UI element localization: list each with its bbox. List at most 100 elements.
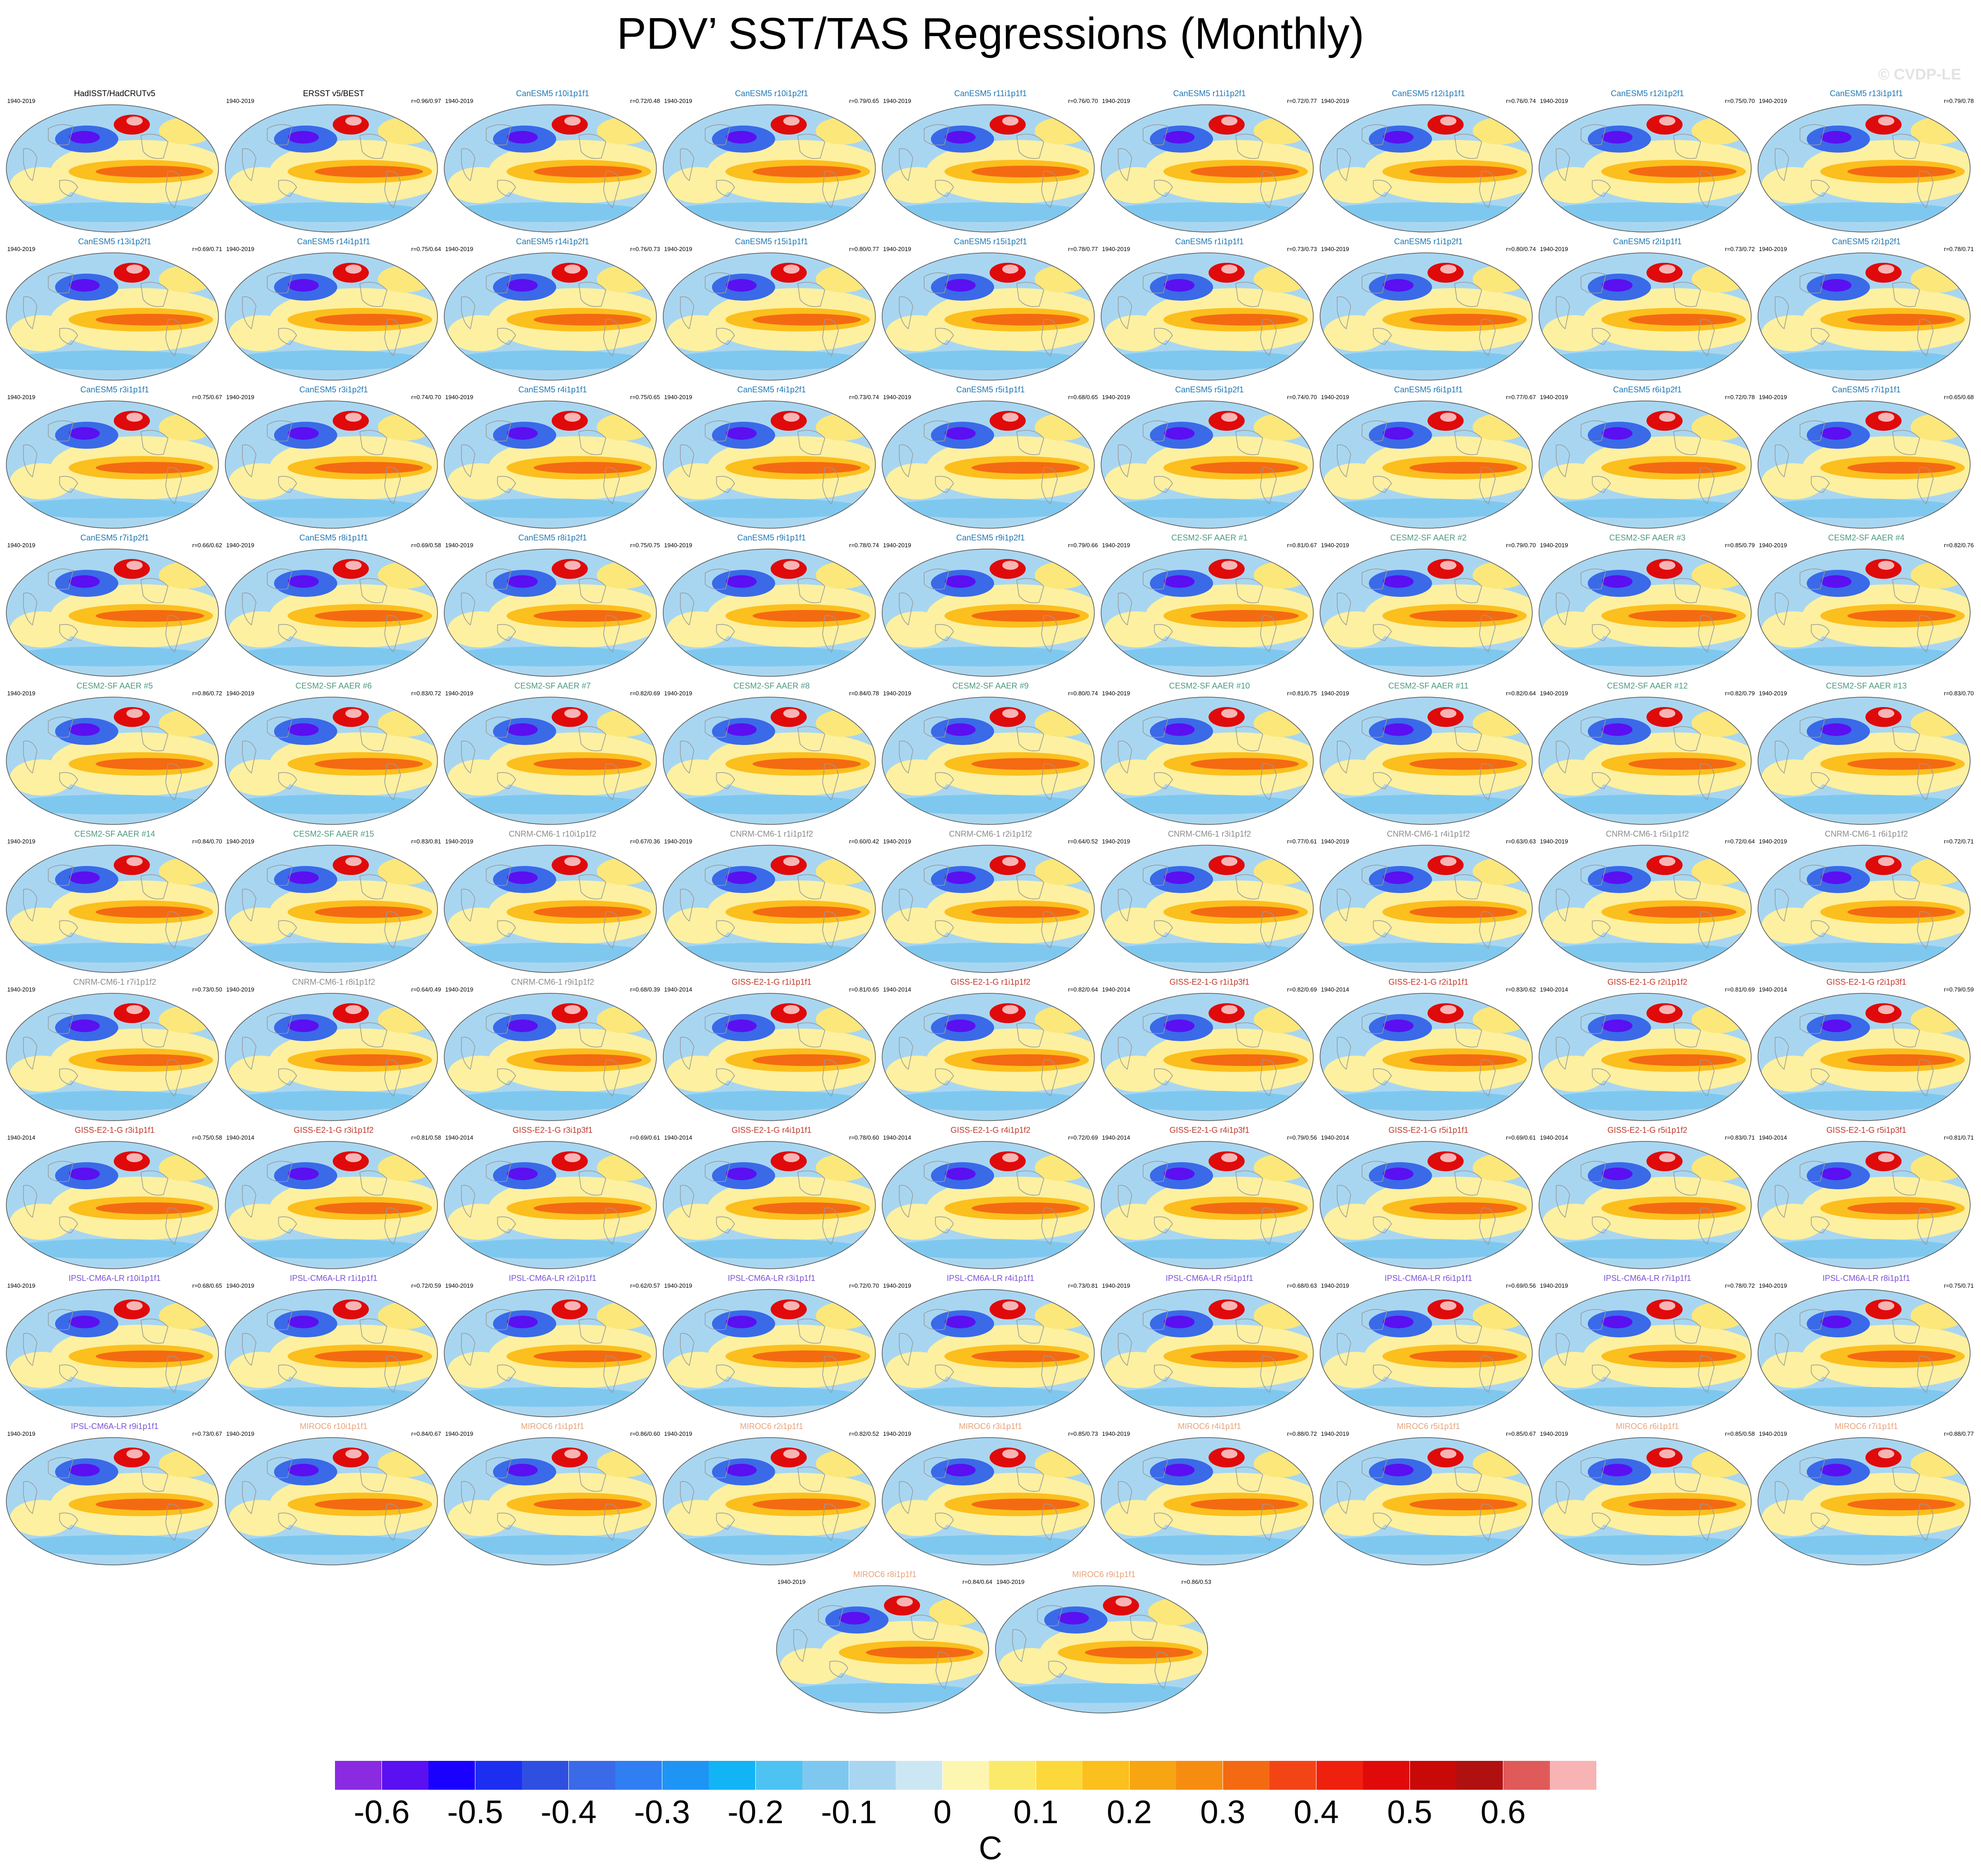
panel-pattern-correlation: r=0.78/0.74: [849, 542, 879, 549]
regression-map: [663, 1289, 876, 1417]
regression-map: [6, 845, 219, 973]
regression-map: [6, 1141, 219, 1269]
colorbar-tick-label: 0.4: [1293, 1794, 1339, 1830]
panel-years: 1940-2014: [1759, 1134, 1787, 1141]
map-panel: MIROC6 r2i1p1f1 1940-2019 r=0.82/0.52: [662, 1421, 881, 1569]
map-panel: MIROC6 r7i1p1f1 1940-2019 r=0.88/0.77: [1757, 1421, 1976, 1569]
regression-map: [444, 993, 657, 1121]
panel-years: 1940-2019: [7, 542, 36, 549]
panel-pattern-correlation: r=0.79/0.70: [1506, 542, 1536, 549]
panel-title: CNRM-CM6-1 r4i1p1f2: [1386, 829, 1470, 838]
panel-years: 1940-2019: [996, 1578, 1025, 1585]
panel-title: CESM2-SF AAER #2: [1390, 533, 1467, 542]
regression-map: [1758, 1141, 1971, 1269]
panel-years: 1940-2019: [883, 394, 911, 400]
panel-title: GISS-E2-1-G r3i1p3f1: [512, 1126, 593, 1135]
map-panel: CanESM5 r9i1p1f1 1940-2019 r=0.78/0.74: [662, 533, 881, 680]
regression-map: [1539, 1141, 1752, 1269]
map-panel: IPSL-CM6A-LR r7i1p1f1 1940-2019 r=0.78/0.7…: [1538, 1273, 1757, 1421]
colorbar-swatch: [475, 1761, 522, 1790]
panel-years: 1940-2019: [1321, 1430, 1349, 1437]
panel-years: 1940-2019: [1759, 690, 1787, 697]
panel-pattern-correlation: r=0.73/0.50: [192, 986, 222, 993]
map-panel: IPSL-CM6A-LR r10i1p1f1 1940-2019 r=0.68/0.…: [5, 1273, 224, 1421]
panel-years: 1940-2019: [445, 1430, 474, 1437]
panel-pattern-correlation: r=0.73/0.67: [192, 1430, 222, 1437]
panel-pattern-correlation: r=0.69/0.61: [1506, 1134, 1536, 1141]
map-panel: IPSL-CM6A-LR r8i1p1f1 1940-2019 r=0.75/0.7…: [1757, 1273, 1976, 1421]
regression-map: [882, 697, 1095, 825]
panel-pattern-correlation: r=0.72/0.48: [630, 98, 660, 104]
map-panel: CESM2-SF AAER #6 1940-2019 r=0.83/0.72: [224, 681, 443, 829]
regression-map: [1101, 1141, 1314, 1269]
panel-title: CanESM5 r15i1p2f1: [953, 237, 1028, 246]
panel-pattern-correlation: r=0.78/0.60: [849, 1134, 879, 1141]
panel-pattern-correlation: r=0.76/0.73: [630, 246, 660, 252]
colorbar-swatch: [1083, 1761, 1129, 1790]
map-panel: CESM2-SF AAER #3 1940-2019 r=0.85/0.79: [1538, 533, 1757, 680]
panel-pattern-correlation: r=0.73/0.73: [1287, 246, 1317, 252]
panel-title: ERSST v5/BEST: [303, 89, 364, 98]
map-panel: CanESM5 r6i1p2f1 1940-2019 r=0.72/0.78: [1538, 385, 1757, 532]
panel-title: CanESM5 r14i1p1f1: [297, 237, 371, 246]
panel-title: CNRM-CM6-1 r3i1p1f2: [1167, 829, 1251, 838]
panel-title: CanESM5 r9i1p1f1: [737, 533, 806, 542]
panel-title: MIROC6 r4i1p1f1: [1177, 1422, 1242, 1431]
colorbar-swatch: [1503, 1761, 1550, 1790]
regression-map: [444, 104, 657, 233]
panel-years: 1940-2019: [1540, 246, 1568, 252]
panel-title: CESM2-SF AAER #7: [514, 681, 591, 690]
colorbar-swatch: [1036, 1761, 1083, 1790]
panel-years: 1940-2019: [664, 838, 693, 845]
map-panel: CanESM5 r9i1p2f1 1940-2019 r=0.79/0.66: [881, 533, 1100, 680]
panel-years: 1940-2019: [1102, 1430, 1130, 1437]
panel-years: 1940-2019: [1759, 1430, 1787, 1437]
map-panel: ERSST v5/BEST 1940-2019 r=0.96/0.97: [224, 88, 443, 236]
panel-title: CanESM5 r3i1p1f1: [80, 385, 149, 394]
regression-map: [882, 845, 1095, 973]
regression-map: [1101, 104, 1314, 233]
map-panel: GISS-E2-1-G r4i1p1f2 1940-2014 r=0.72/0.69: [881, 1125, 1100, 1273]
regression-map: [225, 697, 438, 825]
colorbar-tick-label: 0.1: [1013, 1794, 1059, 1830]
panel-title: CanESM5 r9i1p2f1: [956, 533, 1025, 542]
panel-pattern-correlation: r=0.86/0.72: [192, 690, 222, 697]
panel-years: 1940-2019: [664, 1282, 693, 1289]
regression-map: [1320, 993, 1533, 1121]
colorbar-tick-label: 0.6: [1480, 1794, 1526, 1830]
map-panel: CESM2-SF AAER #10 1940-2019 r=0.81/0.75: [1100, 681, 1319, 829]
colorbar-swatch: [849, 1761, 896, 1790]
panel-title: CanESM5 r1i1p2f1: [1394, 237, 1463, 246]
panel-pattern-correlation: r=0.74/0.70: [1287, 394, 1317, 400]
panel-title: CanESM5 r3i1p2f1: [299, 385, 368, 394]
panel-years: 1940-2019: [1102, 838, 1130, 845]
panel-years: 1940-2019: [1759, 1282, 1787, 1289]
panel-title: IPSL-CM6A-LR r6i1p1f1: [1384, 1274, 1473, 1283]
panel-years: 1940-2019: [883, 1282, 911, 1289]
panel-years: 1940-2019: [226, 690, 255, 697]
map-panel: CESM2-SF AAER #11 1940-2019 r=0.82/0.64: [1319, 681, 1538, 829]
panel-years: 1940-2019: [1759, 246, 1787, 252]
colorbar-swatch: [942, 1761, 989, 1790]
panel-years: 1940-2019: [1102, 690, 1130, 697]
panel-years: 1940-2019: [664, 246, 693, 252]
panel-title: MIROC6 r8i1p1f1: [853, 1570, 917, 1579]
panel-title: IPSL-CM6A-LR r5i1p1f1: [1165, 1274, 1254, 1283]
panel-title: CanESM5 r6i1p2f1: [1613, 385, 1682, 394]
panel-years: 1940-2019: [1321, 838, 1349, 845]
panel-title: CanESM5 r4i1p2f1: [737, 385, 806, 394]
regression-map: [225, 993, 438, 1121]
panel-pattern-correlation: r=0.69/0.56: [1506, 1282, 1536, 1289]
panel-pattern-correlation: r=0.85/0.58: [1725, 1430, 1755, 1437]
panel-years: 1940-2014: [664, 1134, 693, 1141]
panel-pattern-correlation: r=0.75/0.71: [1944, 1282, 1974, 1289]
panel-years: 1940-2019: [226, 838, 255, 845]
map-panel: GISS-E2-1-G r1i1p3f1 1940-2014 r=0.82/0.69: [1100, 977, 1319, 1125]
regression-map: [444, 1437, 657, 1565]
map-panel: IPSL-CM6A-LR r5i1p1f1 1940-2019 r=0.68/0.6…: [1100, 1273, 1319, 1421]
map-panel: CESM2-SF AAER #4 1940-2019 r=0.82/0.76: [1757, 533, 1976, 680]
panel-title: CESM2-SF AAER #6: [295, 681, 372, 690]
panel-years: 1940-2014: [1540, 986, 1568, 993]
panel-title: CNRM-CM6-1 r6i1p1f2: [1824, 829, 1908, 838]
map-panel: MIROC6 r4i1p1f1 1940-2019 r=0.88/0.72: [1100, 1421, 1319, 1569]
